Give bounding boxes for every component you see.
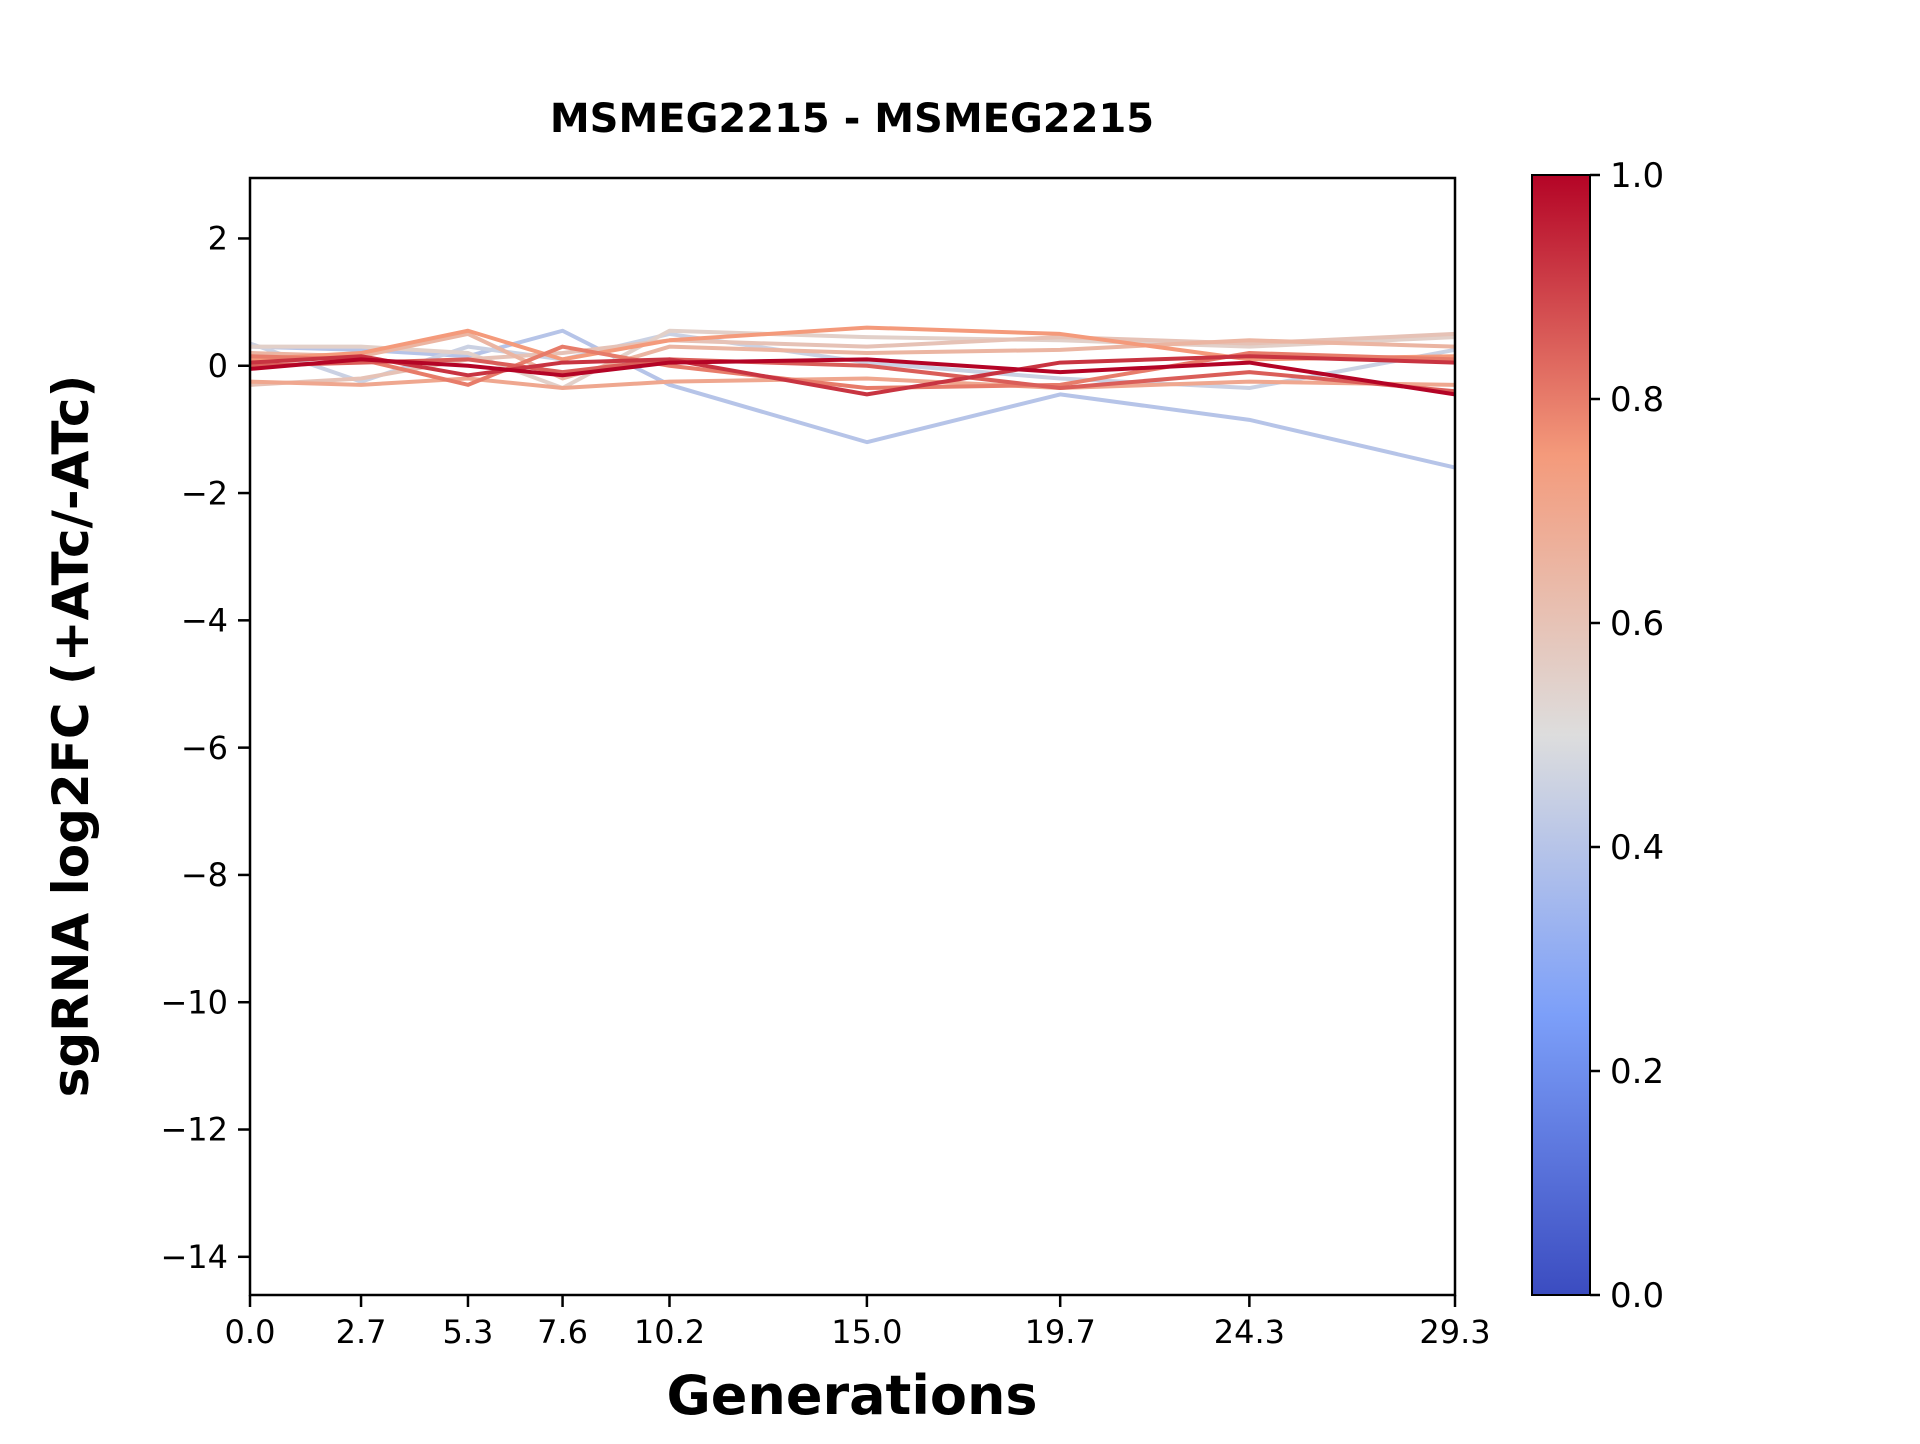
y-axis-ticks: 2 0 −2 −4 −6 −8 −10 −12 −14 — [160, 220, 250, 1276]
y-tick-label: 2 — [208, 220, 228, 258]
x-tick-label: 0.0 — [225, 1313, 276, 1351]
series-line — [250, 325, 1455, 362]
x-tick-label: 24.3 — [1214, 1313, 1285, 1351]
x-axis-ticks: 0.0 2.7 5.3 7.6 10.2 15.0 19.7 24.3 29.3 — [225, 1295, 1491, 1351]
colorbar — [1531, 174, 1591, 1296]
series-line — [250, 331, 1455, 381]
y-tick-label: −8 — [181, 856, 228, 894]
plot-border — [248, 176, 1457, 1297]
y-tick-label: −4 — [181, 602, 228, 640]
y-tick-label: −10 — [160, 983, 228, 1021]
x-axis-label: Generations — [666, 1364, 1037, 1427]
y-tick-label: −14 — [160, 1238, 228, 1276]
y-tick-label: 0 — [208, 347, 228, 385]
x-tick-label: 10.2 — [634, 1313, 705, 1351]
series-line — [250, 376, 1455, 391]
x-tick-label: 29.3 — [1419, 1313, 1490, 1351]
y-tick-label: −6 — [181, 729, 228, 767]
x-tick-label: 15.0 — [831, 1313, 902, 1351]
x-tick-label: 7.6 — [537, 1313, 588, 1351]
chart-title: MSMEG2215 - MSMEG2215 — [550, 96, 1154, 142]
x-tick-label: 2.7 — [336, 1313, 387, 1351]
series-lines — [250, 325, 1455, 470]
y-tick-label: −12 — [160, 1111, 228, 1149]
y-tick-label: −2 — [181, 474, 228, 512]
colorbar-tick-label: 1.0 — [1610, 156, 1664, 196]
colorbar-ticks: 1.0 0.8 0.6 0.4 0.2 0.0 — [1590, 156, 1664, 1316]
colorbar-tick-label: 0.2 — [1610, 1052, 1664, 1092]
colorbar-tick-label: 0.6 — [1610, 604, 1664, 644]
series-line — [250, 357, 1455, 397]
series-line — [250, 344, 1455, 391]
series-line — [250, 328, 1455, 470]
x-tick-label: 5.3 — [443, 1313, 494, 1351]
y-axis-label: sgRNA log2FC (+ATc/-ATc) — [42, 375, 100, 1098]
x-tick-label: 19.7 — [1025, 1313, 1096, 1351]
colorbar-tick-label: 0.0 — [1610, 1276, 1664, 1316]
colorbar-tick-label: 0.8 — [1610, 380, 1664, 420]
colorbar-tick-label: 0.4 — [1610, 828, 1664, 868]
